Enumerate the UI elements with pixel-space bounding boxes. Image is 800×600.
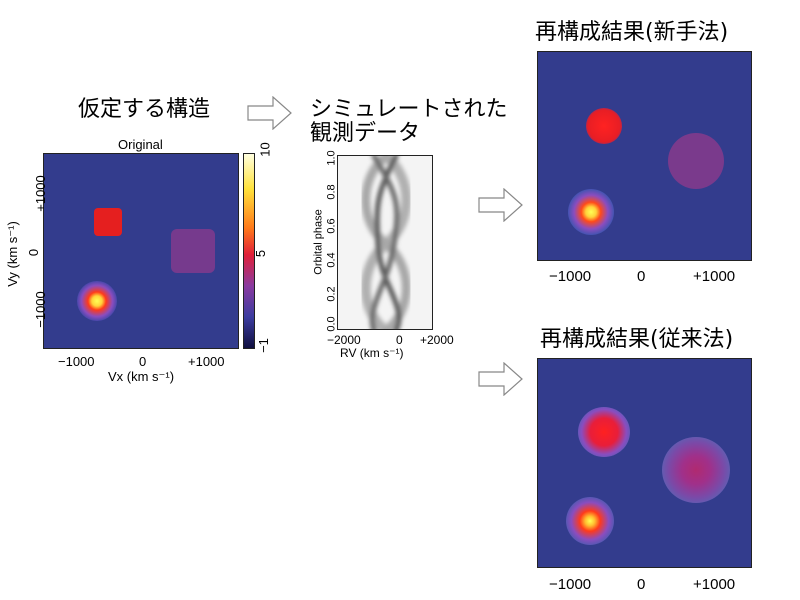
purple-disk bbox=[171, 229, 215, 273]
recon-new-label: 再構成結果(新手法) bbox=[535, 20, 729, 45]
x-tick-label: 0 bbox=[396, 333, 403, 347]
colorbar-tick: 5 bbox=[253, 249, 269, 258]
x-tick-label: 0 bbox=[637, 576, 646, 593]
arrow-right-icon bbox=[478, 362, 524, 396]
bright-spot bbox=[77, 281, 117, 321]
colorbar-tick: −1 bbox=[255, 338, 271, 353]
x-tick-label: +1000 bbox=[693, 268, 736, 285]
y-tick-label: −1000 bbox=[32, 291, 48, 328]
trailed-spectrum bbox=[337, 155, 433, 330]
colorbar-tick: 10 bbox=[257, 142, 273, 157]
y-tick-label: 0.6 bbox=[325, 218, 338, 234]
simulated-data-label-line1: シミュレートされた bbox=[310, 97, 508, 122]
x-tick-label: +1000 bbox=[188, 354, 225, 369]
colorbar bbox=[243, 153, 255, 349]
y-tick-label: +1000 bbox=[32, 175, 48, 212]
x-tick-label: −2000 bbox=[327, 333, 361, 347]
red-blob bbox=[578, 407, 630, 457]
arrow-right-icon bbox=[478, 188, 524, 222]
red-blob bbox=[94, 208, 122, 236]
simulated-data-label-line2: 観測データ bbox=[310, 121, 421, 146]
trail-ylabel: Orbital phase bbox=[312, 209, 325, 275]
original-xlabel: Vx (km s⁻¹) bbox=[108, 369, 175, 384]
y-tick-label: 0 bbox=[26, 248, 42, 257]
original-title: Original bbox=[118, 137, 163, 152]
x-tick-label: −1000 bbox=[58, 354, 95, 369]
x-tick-label: 0 bbox=[637, 268, 646, 285]
x-tick-label: −1000 bbox=[549, 268, 592, 285]
bright-spot bbox=[566, 497, 614, 545]
y-tick-label: 0.4 bbox=[325, 252, 338, 268]
y-tick-label: 1.0 bbox=[325, 150, 338, 166]
original-map bbox=[43, 153, 239, 349]
x-tick-label: 0 bbox=[139, 354, 147, 369]
recon-new-map bbox=[537, 51, 752, 261]
original-ylabel: Vy (km s⁻¹) bbox=[4, 221, 20, 287]
trail-xlabel: RV (km s⁻¹) bbox=[340, 346, 404, 360]
arrow-right-icon bbox=[247, 96, 293, 130]
purple-disk bbox=[668, 133, 724, 189]
x-tick-label: +1000 bbox=[693, 576, 736, 593]
y-tick-label: 0.2 bbox=[325, 286, 338, 302]
bright-spot bbox=[568, 189, 614, 235]
y-tick-label: 0.8 bbox=[325, 184, 338, 200]
red-blob bbox=[586, 108, 622, 144]
recon-old-map bbox=[537, 358, 752, 568]
x-tick-label: +2000 bbox=[420, 333, 454, 347]
assumed-structure-label: 仮定する構造 bbox=[78, 97, 211, 122]
x-tick-label: −1000 bbox=[549, 576, 592, 593]
recon-old-label: 再構成結果(従来法) bbox=[540, 327, 734, 352]
purple-disk bbox=[662, 437, 730, 503]
y-tick-label: 0.0 bbox=[325, 316, 338, 332]
